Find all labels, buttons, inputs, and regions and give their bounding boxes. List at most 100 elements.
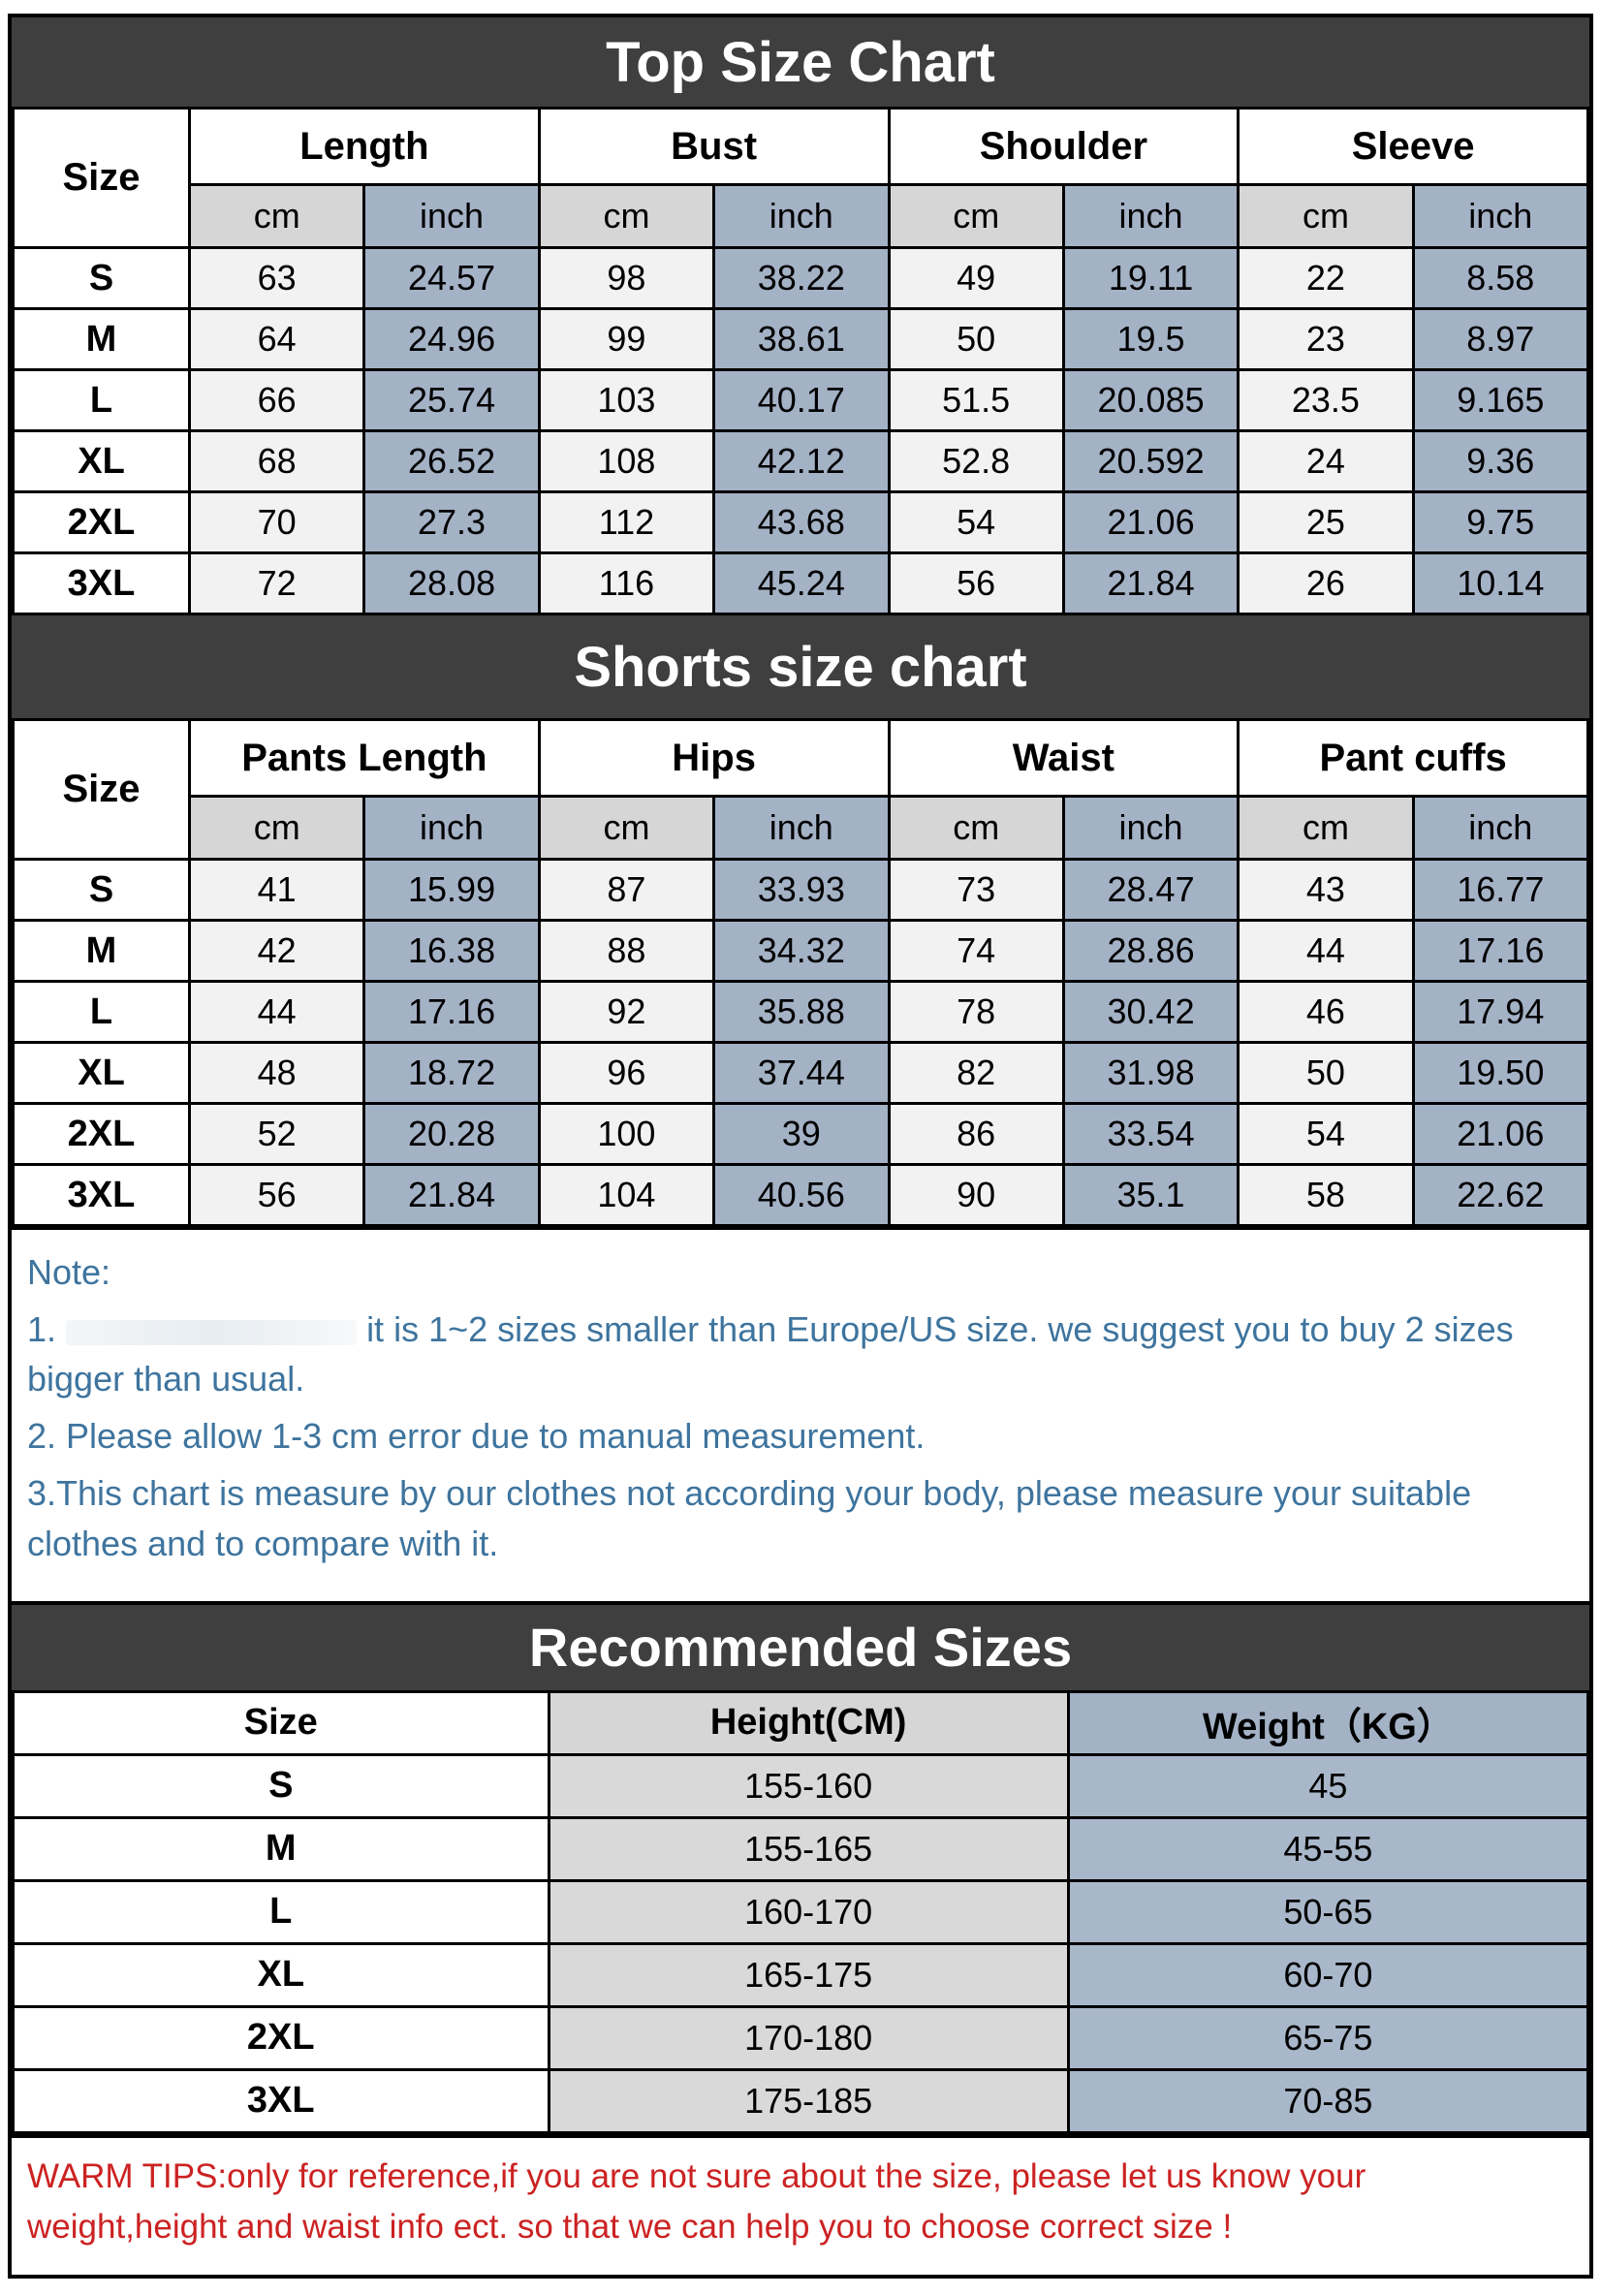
measurement-cell: 9.36 [1411, 429, 1590, 493]
height-cell: 175-185 [547, 2067, 1070, 2134]
measurement-cell: 25 [1237, 490, 1415, 554]
measurement-cell: 37.44 [712, 1041, 891, 1105]
shorts-waist-header: Waist [887, 718, 1240, 798]
measurement-cell: 98 [537, 246, 716, 310]
measurement-cell: 56 [887, 551, 1065, 615]
shorts-size-chart-title-text: Shorts size chart [574, 635, 1027, 699]
size-label: L [12, 1878, 550, 1945]
measurement-cell: 34.32 [712, 919, 891, 983]
shorts-pant-cuffs-header: Pant cuffs [1237, 718, 1589, 798]
unit-inch-label: inch [1061, 795, 1240, 861]
unit-cm-label: cm [887, 183, 1065, 249]
measurement-cell: 28.08 [362, 551, 541, 615]
shorts-group-header-row: Size Pants Length Hips Waist Pant cuffs [12, 718, 1589, 861]
size-label: 3XL [12, 551, 191, 615]
size-label: XL [12, 1041, 191, 1105]
measurement-cell: 49 [887, 246, 1065, 310]
unit-cm-label: cm [887, 795, 1065, 861]
measurement-cell: 10.14 [1411, 551, 1590, 615]
measurement-cell: 45.24 [712, 551, 891, 615]
size-label: L [12, 980, 191, 1044]
top-unit-header-row: cm inch cm inch cm inch cm inch [14, 183, 1590, 249]
measurement-cell: 68 [187, 429, 366, 493]
unit-inch-label: inch [362, 795, 541, 861]
table-row: L 160-170 50-65 [12, 1878, 1590, 1945]
measurement-cell: 46 [1237, 980, 1415, 1044]
measurement-cell: 58 [1237, 1163, 1415, 1227]
recommended-height-header: Height(CM) [547, 1689, 1070, 1756]
shorts-hips-header: Hips [537, 718, 891, 798]
table-row: M 64 24.96 99 38.61 50 19.5 23 8.97 [12, 307, 1590, 371]
measurement-cell: 70 [187, 490, 366, 554]
measurement-cell: 39 [712, 1102, 891, 1166]
top-sleeve-header: Sleeve [1237, 107, 1589, 186]
size-label: 3XL [12, 1163, 191, 1227]
measurement-cell: 52.8 [887, 429, 1065, 493]
unit-inch-label: inch [1411, 183, 1590, 249]
measurement-cell: 48 [187, 1041, 366, 1105]
measurement-cell: 104 [537, 1163, 716, 1227]
measurement-cell: 17.94 [1411, 980, 1590, 1044]
measurement-cell: 9.165 [1411, 368, 1590, 432]
measurement-cell: 17.16 [362, 980, 541, 1044]
table-row: L 44 17.16 92 35.88 78 30.42 46 17.94 [12, 980, 1590, 1044]
measurement-cell: 38.61 [712, 307, 891, 371]
measurement-cell: 54 [1237, 1102, 1415, 1166]
measurement-cell: 56 [187, 1163, 366, 1227]
size-label: 2XL [12, 1102, 191, 1166]
recommended-sizes-table: Size Height(CM) Weight（KG） S 155-160 45 M 15… [12, 1689, 1590, 2134]
measurement-cell: 22.62 [1411, 1163, 1590, 1227]
size-label: M [12, 919, 191, 983]
height-cell: 155-165 [547, 1815, 1070, 1882]
measurement-cell: 40.17 [712, 368, 891, 432]
measurement-cell: 21.84 [1061, 551, 1240, 615]
measurement-cell: 40.56 [712, 1163, 891, 1227]
measurement-cell: 28.86 [1061, 919, 1240, 983]
weight-cell: 60-70 [1066, 1941, 1590, 2008]
measurement-cell: 20.28 [362, 1102, 541, 1166]
height-cell: 170-180 [547, 2004, 1070, 2071]
top-size-chart-title: Top Size Chart [12, 17, 1589, 107]
unit-cm-label: cm [537, 183, 716, 249]
top-size-table: Size Length Bust Shoulder Sleeve cm inch… [12, 107, 1590, 615]
measurement-cell: 50 [1237, 1041, 1415, 1105]
measurement-cell: 86 [887, 1102, 1065, 1166]
height-cell: 155-160 [547, 1752, 1070, 1819]
measurement-cell: 20.085 [1061, 368, 1240, 432]
measurement-cell: 35.88 [712, 980, 891, 1044]
measurement-cell: 112 [537, 490, 716, 554]
measurement-cell: 24.57 [362, 246, 541, 310]
size-chart-sheet: Top Size Chart Size Length Bust Shoulder… [8, 14, 1593, 2279]
measurement-cell: 21.84 [362, 1163, 541, 1227]
table-row: 2XL 70 27.3 112 43.68 54 21.06 25 9.75 [12, 490, 1590, 554]
measurement-cell: 19.5 [1061, 307, 1240, 371]
measurement-cell: 44 [1237, 919, 1415, 983]
size-label: 2XL [12, 2004, 550, 2071]
measurement-cell: 82 [887, 1041, 1065, 1105]
measurement-cell: 42 [187, 919, 366, 983]
note-line-3: 3.This chart is measure by our clothes n… [27, 1473, 1472, 1563]
recommended-table-body: S 155-160 45 M 155-165 45-55 L 160-170 50-65 XL 16… [12, 1752, 1590, 2134]
top-bust-header: Bust [537, 107, 891, 186]
note-section: Note: 1. it is 1~2 sizes smaller than Eu… [12, 1227, 1589, 1601]
measurement-cell: 24.96 [362, 307, 541, 371]
measurement-cell: 27.3 [362, 490, 541, 554]
unit-cm-label: cm [1237, 183, 1415, 249]
size-label: S [12, 1752, 550, 1819]
unit-inch-label: inch [1061, 183, 1240, 249]
measurement-cell: 74 [887, 919, 1065, 983]
unit-cm-label: cm [187, 795, 366, 861]
height-cell: 160-170 [547, 1878, 1070, 1945]
table-row: S 41 15.99 87 33.93 73 28.47 43 16.77 [12, 858, 1590, 922]
measurement-cell: 8.97 [1411, 307, 1590, 371]
top-size-chart-title-text: Top Size Chart [606, 30, 995, 94]
measurement-cell: 18.72 [362, 1041, 541, 1105]
measurement-cell: 23 [1237, 307, 1415, 371]
table-row: M 42 16.38 88 34.32 74 28.86 44 17.16 [12, 919, 1590, 983]
note-heading: Note: [27, 1252, 111, 1292]
measurement-cell: 8.58 [1411, 246, 1590, 310]
table-row: S 63 24.57 98 38.22 49 19.11 22 8.58 [12, 246, 1590, 310]
size-label: S [12, 246, 191, 310]
measurement-cell: 88 [537, 919, 716, 983]
note-line-2: 2. Please allow 1-3 cm error due to manu… [27, 1416, 926, 1457]
